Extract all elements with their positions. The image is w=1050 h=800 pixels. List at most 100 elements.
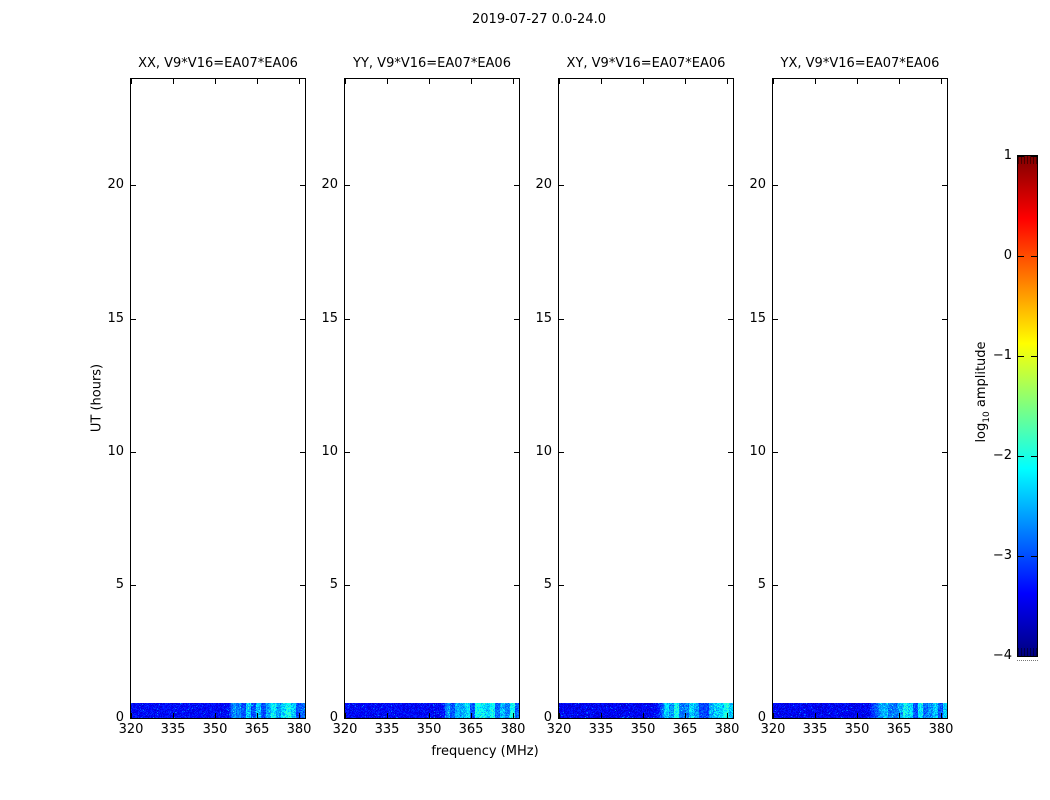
subplot-yx: YX, V9*V16=EA07*EA06 320 335 350 365 380 0 5 10… [749,56,953,737]
y-tick-mark [559,185,564,186]
y-tick-mark [131,585,136,586]
y-tick-mark [942,185,947,186]
x-tick-mark [471,79,472,84]
y-tick-mark [514,718,519,719]
y-tick-mark [773,585,778,586]
subplot-yy: YY, V9*V16=EA07*EA06 320 335 350 365 380 0 5 10… [321,56,525,737]
y-tick-mark [131,185,136,186]
colorbar-label-log: log [974,422,990,443]
y-axis-label: UT (hours) [89,363,105,433]
y-tick-mark [773,185,778,186]
y-tick-label: 10 [535,444,552,459]
x-tick-mark [815,713,816,718]
y-tick-mark [300,718,305,719]
colorbar-tick-mark [1018,356,1024,357]
x-tick-label: 350 [202,722,228,737]
y-tick-mark [345,585,350,586]
y-tick-mark [345,319,350,320]
x-tick-mark [559,79,560,84]
colorbar-tick-mark [1031,356,1037,357]
x-tick-mark [471,713,472,718]
x-tick-mark [685,79,686,84]
subplot-yy-title: YY, V9*V16=EA07*EA06 [353,56,511,71]
y-tick-mark [942,452,947,453]
x-tick-mark [215,713,216,718]
y-tick-label: 10 [107,444,124,459]
y-tick-mark [131,319,136,320]
axes-frame [130,78,306,719]
y-tick-mark [131,718,136,719]
x-tick-mark [215,79,216,84]
subplot-xx: XX, V9*V16=EA07*EA06 320 335 350 365 380 0 5 10… [107,56,311,737]
y-tick-mark [131,452,136,453]
subplot-xx-title: XX, V9*V16=EA07*EA06 [138,56,298,71]
x-tick-label: 350 [630,722,656,737]
subplot-xy-title: XY, V9*V16=EA07*EA06 [566,56,726,71]
axes-frame [344,78,520,719]
x-tick-mark [173,79,174,84]
x-tick-label: 320 [118,722,144,737]
y-tick-label: 0 [757,710,766,725]
colorbar-tick-label: 0 [1003,248,1012,263]
x-tick-label: 365 [244,722,270,737]
x-tick-label: 320 [332,722,358,737]
colorbar-tick-mark [1031,556,1037,557]
x-tick-mark [727,713,728,718]
y-tick-mark [559,718,564,719]
axes-frame [772,78,948,719]
y-tick-mark [300,185,305,186]
y-tick-label: 5 [543,577,552,592]
colorbar-gradient [1018,156,1037,656]
x-tick-mark [513,713,514,718]
x-tick-mark [513,79,514,84]
x-tick-mark [429,713,430,718]
y-tick-label: 20 [107,177,124,192]
x-tick-mark [601,79,602,84]
y-tick-label: 15 [749,311,766,326]
y-tick-label: 15 [535,311,552,326]
y-tick-label: 5 [329,577,338,592]
colorbar: 1 0 −1 −2 −3 −4 [993,148,1038,663]
colorbar-tick-mark [1018,456,1024,457]
colorbar-top-hatch [1018,156,1037,164]
x-tick-mark [941,713,942,718]
x-tick-label: 350 [416,722,442,737]
x-tick-label: 320 [546,722,572,737]
subplot-yx-title: YX, V9*V16=EA07*EA06 [780,56,940,71]
spectrogram-band [773,703,947,718]
colorbar-tick-label: −4 [992,648,1012,663]
colorbar-tick-mark [1018,256,1024,257]
y-tick-mark [514,452,519,453]
x-tick-mark [815,79,816,84]
y-tick-mark [728,718,733,719]
x-tick-mark [857,79,858,84]
y-tick-mark [942,319,947,320]
x-tick-label: 380 [714,722,740,737]
x-tick-mark [257,713,258,718]
x-tick-mark [941,79,942,84]
x-tick-mark [299,79,300,84]
x-tick-label: 365 [886,722,912,737]
colorbar-tick-mark [1018,656,1024,657]
colorbar-tick-label: −1 [992,348,1012,363]
x-tick-mark [899,713,900,718]
y-tick-label: 15 [107,311,124,326]
y-tick-label: 0 [543,710,552,725]
x-tick-label: 350 [844,722,870,737]
y-tick-mark [773,718,778,719]
x-tick-mark [773,713,774,718]
x-tick-mark [257,79,258,84]
colorbar-label-sub: 10 [981,411,992,423]
y-tick-mark [300,452,305,453]
x-tick-mark [173,713,174,718]
subplot-xy: XY, V9*V16=EA07*EA06 320 335 350 365 380 0 5 10… [535,56,739,737]
x-tick-mark [727,79,728,84]
x-tick-label: 335 [588,722,614,737]
y-tick-mark [942,718,947,719]
colorbar-tick-mark [1018,156,1024,157]
colorbar-bottom-hatch [1018,648,1037,656]
y-tick-label: 20 [749,177,766,192]
x-tick-mark [643,79,644,84]
x-tick-label: 335 [802,722,828,737]
x-tick-mark [345,79,346,84]
